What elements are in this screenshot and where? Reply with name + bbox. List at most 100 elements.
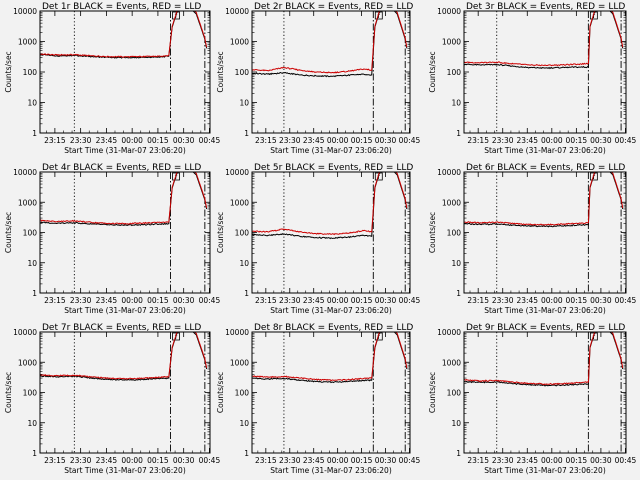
x-axis-label: Start Time (31-Mar-07 23:06:20) (270, 306, 392, 315)
events-series-line (464, 332, 624, 387)
x-tick-label: 23:45 (303, 296, 325, 305)
lld-series-line (464, 332, 624, 386)
panel-title: Det 6r BLACK = Events, RED = LLD (466, 163, 625, 173)
chart-panel-9: Det 9r BLACK = Events, RED = LLD 1 10 100 10… (428, 323, 636, 475)
flag-box (172, 11, 180, 20)
x-tick-label: 00:30 (590, 136, 612, 145)
y-tick-label: 100 (447, 229, 462, 238)
y-tick-label: 100 (23, 389, 38, 398)
y-tick-label: 1 (32, 129, 37, 138)
x-tick-label: 23:45 (96, 136, 118, 145)
lld-series-line (252, 172, 408, 236)
series-group (464, 172, 624, 228)
x-tick-label: 23:45 (516, 296, 538, 305)
y-axis-label: Counts/sec (4, 51, 13, 92)
plot-frame (463, 171, 627, 294)
lld-series-line (464, 172, 624, 226)
panel-title: Det 1r BLACK = Events, RED = LLD (42, 2, 201, 12)
x-tick-label: 00:15 (351, 296, 373, 305)
x-tick-label: 00:15 (147, 296, 169, 305)
x-axis-label: Start Time (31-Mar-07 23:06:20) (270, 466, 392, 475)
x-tick-label: 23:45 (303, 456, 325, 465)
x-tick-label: 00:30 (375, 456, 397, 465)
x-tick-label: 00:45 (615, 456, 637, 465)
y-tick-label: 1000 (442, 358, 461, 367)
x-tick-label: 23:30 (279, 456, 301, 465)
y-tick-label: 10000 (13, 7, 37, 16)
x-tick-label: 23:15 (255, 296, 277, 305)
x-tick-label: 00:45 (615, 296, 637, 305)
x-axis-label: Start Time (31-Mar-07 23:06:20) (64, 306, 186, 315)
y-tick-label: 1000 (230, 198, 249, 207)
y-tick-label: 10 (451, 419, 461, 428)
x-tick-label: 00:30 (173, 136, 195, 145)
y-tick-label: 100 (235, 229, 250, 238)
lld-series-line (252, 332, 408, 382)
x-tick-label: 23:15 (467, 456, 489, 465)
x-tick-label: 00:00 (327, 136, 349, 145)
events-series-line (464, 11, 624, 70)
y-tick-label: 10000 (225, 168, 249, 177)
events-series-line (464, 172, 624, 228)
x-tick-label: 00:00 (327, 296, 349, 305)
plot-frame (463, 331, 627, 454)
x-tick-label: 00:45 (399, 296, 421, 305)
x-tick-label: 00:00 (327, 456, 349, 465)
y-tick-label: 1 (456, 129, 461, 138)
panel-title: Det 8r BLACK = Events, RED = LLD (254, 323, 413, 333)
y-tick-label: 10 (239, 259, 249, 268)
plot-frame (251, 171, 411, 294)
lld-series-line (252, 11, 408, 74)
y-tick-label: 10 (239, 99, 249, 108)
y-tick-label: 1 (244, 449, 249, 458)
y-axis-label: Counts/sec (4, 212, 13, 253)
x-tick-label: 23:15 (467, 296, 489, 305)
flag-label: f (378, 333, 381, 341)
y-tick-label: 1000 (442, 38, 461, 47)
events-series-line (252, 332, 408, 384)
lld-series-line (40, 11, 208, 58)
y-axis-label: Counts/sec (428, 51, 437, 92)
panel-title: Det 5r BLACK = Events, RED = LLD (254, 163, 413, 173)
x-axis-label: Start Time (31-Mar-07 23:06:20) (484, 466, 606, 475)
x-tick-label: 23:45 (96, 296, 118, 305)
x-tick-label: 23:15 (255, 136, 277, 145)
series-group (40, 11, 208, 59)
chart-panel-3: Det 3r BLACK = Events, RED = LLD 1 10 100 10… (428, 2, 636, 155)
y-axis-label: Counts/sec (216, 51, 225, 92)
lld-series-line (40, 332, 208, 380)
chart-panel-6: Det 6r BLACK = Events, RED = LLD 1 10 100 10… (428, 163, 636, 315)
y-tick-label: 100 (235, 389, 250, 398)
chart-panel-2: Det 2r BLACK = Events, RED = LLD 1 10 100 10… (216, 2, 420, 155)
y-tick-label: 100 (235, 68, 250, 77)
y-tick-label: 10 (239, 419, 249, 428)
x-tick-label: 00:45 (615, 136, 637, 145)
y-tick-label: 1 (244, 129, 249, 138)
plot-frame (39, 10, 211, 134)
events-series-line (40, 332, 208, 381)
x-tick-label: 23:15 (44, 136, 66, 145)
y-tick-label: 1000 (18, 358, 37, 367)
y-tick-label: 100 (447, 389, 462, 398)
flag-label: f (593, 333, 596, 341)
x-tick-label: 23:30 (492, 456, 514, 465)
x-tick-label: 00:45 (199, 296, 221, 305)
y-axis-label: Counts/sec (428, 212, 437, 253)
events-series-line (40, 172, 208, 227)
chart-panel-4: Det 4r BLACK = Events, RED = LLD 1 10 100 10… (4, 163, 220, 315)
x-axis-label: Start Time (31-Mar-07 23:06:20) (64, 466, 186, 475)
series-group (40, 172, 208, 227)
y-axis-label: Counts/sec (4, 372, 13, 413)
x-tick-label: 23:30 (70, 456, 92, 465)
x-tick-label: 00:45 (399, 136, 421, 145)
y-tick-label: 10 (27, 259, 37, 268)
x-tick-label: 00:15 (566, 296, 588, 305)
y-tick-label: 10000 (437, 168, 461, 177)
panel-title: Det 2r BLACK = Events, RED = LLD (254, 2, 413, 12)
x-tick-label: 23:30 (492, 136, 514, 145)
x-tick-label: 23:45 (516, 456, 538, 465)
y-tick-label: 10000 (437, 7, 461, 16)
lld-series-line (40, 172, 208, 225)
x-tick-label: 00:15 (566, 136, 588, 145)
